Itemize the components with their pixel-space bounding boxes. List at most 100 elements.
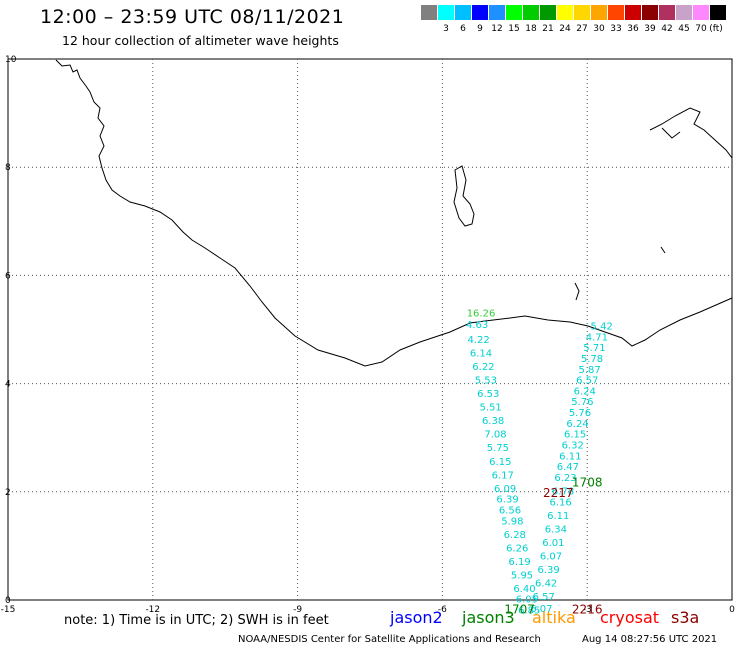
wave-height-label: 6.09 bbox=[494, 484, 516, 495]
scale-unit: (ft) bbox=[709, 24, 723, 34]
wave-height-label: 6.85 bbox=[518, 606, 540, 617]
scale-label: 24 bbox=[559, 24, 571, 34]
scale-label: 42 bbox=[661, 24, 673, 34]
coastline-east bbox=[649, 107, 733, 159]
scale-label: 39 bbox=[644, 24, 656, 34]
coastline-africa bbox=[55, 59, 733, 367]
wave-height-label: 6.56 bbox=[499, 505, 521, 516]
scale-label: 70 bbox=[695, 24, 707, 34]
legend-s3a: s3a bbox=[671, 608, 700, 627]
wave-height-label: 6.11 bbox=[547, 511, 569, 522]
pass-time-label: 2216 bbox=[572, 603, 603, 617]
wave-height-label: 6.39 bbox=[537, 565, 559, 576]
scale-label: 36 bbox=[627, 24, 639, 34]
x-tick-label: -9 bbox=[293, 605, 302, 615]
wave-height-label: 5.76 bbox=[569, 408, 591, 419]
wave-height-label: 6.07 bbox=[530, 604, 552, 615]
wave-height-label: 6.24 bbox=[574, 386, 596, 397]
scale-swatch bbox=[710, 5, 726, 20]
y-tick-label: 4 bbox=[5, 380, 11, 390]
scale-swatch bbox=[693, 5, 709, 20]
scale-swatch bbox=[642, 5, 658, 20]
wave-height-label: 5.95 bbox=[511, 570, 533, 581]
coastline-bioko bbox=[453, 165, 475, 227]
wave-height-label: 6.15 bbox=[564, 430, 586, 441]
wave-height-label: 6.57 bbox=[533, 592, 555, 603]
scale-swatch bbox=[489, 5, 505, 20]
wave-height-label: 6.53 bbox=[477, 389, 499, 400]
wave-height-label: 5.53 bbox=[475, 376, 497, 387]
scale-swatch bbox=[574, 5, 590, 20]
scale-swatch bbox=[625, 5, 641, 20]
scale-swatch bbox=[455, 5, 471, 20]
pass-time-label: 2217 bbox=[543, 486, 574, 500]
wave-height-label: 5.71 bbox=[583, 343, 605, 354]
scale-label: 3 bbox=[443, 24, 449, 34]
wave-height-label: 6.47 bbox=[557, 462, 579, 473]
scale-swatch bbox=[472, 5, 488, 20]
scale-swatch bbox=[540, 5, 556, 20]
wave-height-label: 5.51 bbox=[480, 403, 502, 414]
scale-swatch bbox=[506, 5, 522, 20]
scale-swatch bbox=[676, 5, 692, 20]
map-subtitle: 12 hour collection of altimeter wave hei… bbox=[62, 33, 339, 48]
map-frame bbox=[7, 58, 733, 601]
wave-height-label: 6.78 bbox=[552, 487, 574, 498]
wave-height-label: 6.22 bbox=[472, 362, 494, 373]
wave-height-label: 6.38 bbox=[482, 416, 504, 427]
scale-label: 27 bbox=[576, 24, 588, 34]
wave-height-label: 6.17 bbox=[492, 470, 514, 481]
coastline-islet bbox=[574, 282, 580, 301]
map-title: 12:00 – 23:59 UTC 08/11/2021 bbox=[40, 6, 345, 28]
y-tick-label: 2 bbox=[5, 488, 11, 498]
wave-height-label: 6.57 bbox=[576, 376, 598, 387]
wave-height-label: 16.26 bbox=[467, 309, 496, 320]
wave-height-label: 6.24 bbox=[566, 419, 588, 430]
scale-label: 18 bbox=[525, 24, 537, 34]
scale-label: 33 bbox=[610, 24, 622, 34]
x-tick-label: -15 bbox=[1, 605, 16, 615]
scale-swatch bbox=[591, 5, 607, 20]
legend-altika: altika bbox=[532, 608, 576, 627]
wave-height-label: 6.32 bbox=[562, 441, 584, 452]
y-tick-label: 6 bbox=[5, 271, 11, 281]
scale-swatch bbox=[523, 5, 539, 20]
wave-height-label: 6.40 bbox=[513, 584, 535, 595]
units-note: note: 1) Time is in UTC; 2) SWH is in fe… bbox=[64, 613, 329, 628]
legend-jason2: jason2 bbox=[390, 608, 443, 627]
wave-height-label: 7.08 bbox=[484, 430, 506, 441]
wave-height-label: 6.23 bbox=[554, 473, 576, 484]
scale-label: 12 bbox=[491, 24, 503, 34]
legend-jason3: jason3 bbox=[462, 608, 515, 627]
y-tick-label: 10 bbox=[5, 55, 17, 65]
wave-height-label: 5.76 bbox=[571, 397, 593, 408]
wave-height-label: 5.75 bbox=[487, 443, 509, 454]
wave-height-label: 6.14 bbox=[470, 349, 492, 360]
wave-height-label: 5.87 bbox=[578, 365, 600, 376]
coastline-islet-east bbox=[660, 246, 666, 254]
legend-cryosat: cryosat bbox=[600, 608, 660, 627]
generation-timestamp: Aug 14 08:27:56 UTC 2021 bbox=[582, 634, 718, 645]
scale-swatch bbox=[659, 5, 675, 20]
scale-label: 45 bbox=[678, 24, 690, 34]
scale-label: 30 bbox=[593, 24, 605, 34]
wave-height-label: 4.22 bbox=[467, 335, 489, 346]
wave-height-label: 6.05 bbox=[516, 595, 538, 606]
wave-height-label: 5.98 bbox=[501, 516, 523, 527]
wave-height-label: 6.26 bbox=[506, 543, 528, 554]
wave-height-label: 6.42 bbox=[535, 578, 557, 589]
x-tick-label: 0 bbox=[729, 605, 735, 615]
wave-height-label: 6.39 bbox=[496, 495, 518, 506]
y-tick-label: 8 bbox=[5, 163, 11, 173]
pass-time-label: 1708 bbox=[572, 475, 603, 489]
wave-height-label: 6.01 bbox=[542, 538, 564, 549]
x-tick-label: -6 bbox=[438, 605, 447, 615]
wave-height-label: 6.15 bbox=[489, 457, 511, 468]
scale-swatch bbox=[608, 5, 624, 20]
credit-line: NOAA/NESDIS Center for Satellite Applica… bbox=[238, 634, 541, 645]
y-tick-label: 0 bbox=[5, 596, 11, 606]
wave-height-label: 4.71 bbox=[586, 332, 608, 343]
scale-swatch bbox=[421, 5, 437, 20]
wave-height-label: 6.16 bbox=[550, 497, 572, 508]
